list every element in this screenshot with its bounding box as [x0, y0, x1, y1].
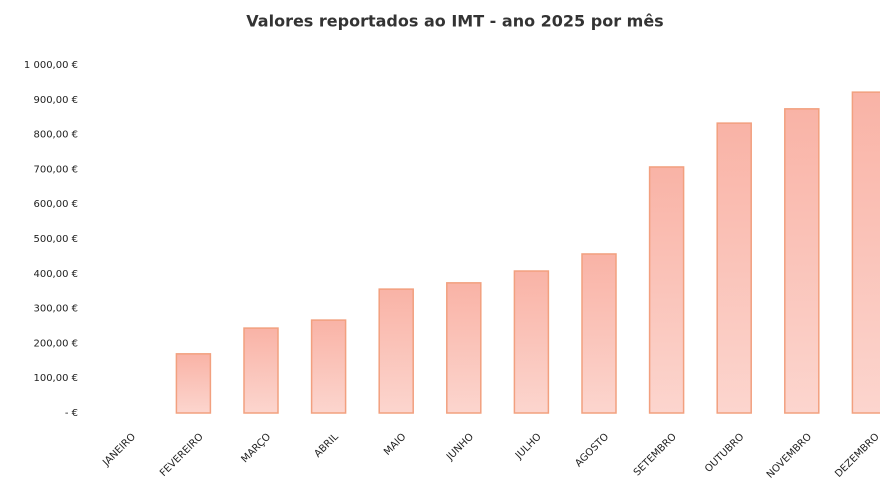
y-tick-label: 700,00 € — [33, 164, 78, 175]
x-tick-label: JUNHO — [444, 431, 476, 463]
bar — [784, 108, 820, 414]
y-tick-label: - € — [65, 408, 78, 419]
bar — [175, 353, 212, 414]
y-tick-label: 900,00 € — [33, 95, 78, 106]
y-tick-label: 100,00 € — [33, 373, 78, 384]
y-tick-label: 600,00 € — [33, 199, 78, 210]
bar — [310, 319, 347, 414]
x-tick-label: JANEIRO — [100, 431, 138, 469]
y-tick-label: 800,00 € — [33, 130, 78, 141]
y-tick-label: 500,00 € — [33, 234, 78, 245]
x-tick-label: NOVEMBRO — [765, 431, 814, 480]
x-tick-label: OUTUBRO — [703, 431, 746, 474]
x-tick-label: ABRIL — [312, 431, 341, 460]
x-tick-label: SETEMBRO — [632, 431, 679, 478]
bar — [446, 282, 482, 414]
y-tick-label: 400,00 € — [33, 269, 78, 280]
x-tick-label: MARÇO — [239, 431, 273, 465]
chart-title: Valores reportados ao IMT - ano 2025 por… — [246, 12, 663, 31]
x-tick-label: MAIO — [382, 431, 408, 457]
bar — [716, 122, 752, 414]
y-tick-label: 200,00 € — [33, 338, 78, 349]
x-tick-label: AGOSTO — [573, 431, 611, 469]
x-tick-label: FEVEREIRO — [158, 431, 206, 479]
x-tick-label: JULHO — [513, 431, 544, 462]
y-tick-label: 1 000,00 € — [24, 60, 78, 71]
bar — [378, 288, 414, 414]
bar — [648, 166, 685, 414]
bar — [243, 327, 279, 414]
bar — [513, 270, 550, 414]
bar — [851, 91, 880, 414]
y-tick-label: 300,00 € — [33, 304, 78, 315]
x-tick-label: DEZEMBRO — [833, 431, 880, 480]
bar — [581, 253, 617, 414]
